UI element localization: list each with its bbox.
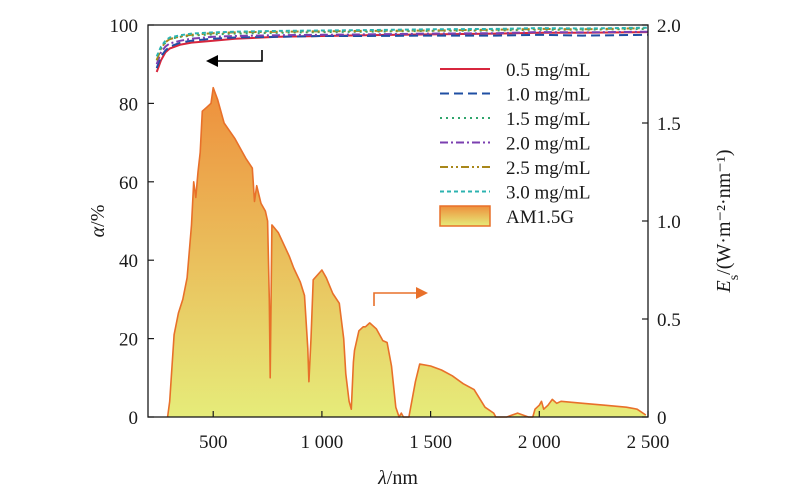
- arrow-right-axis: [373, 292, 420, 306]
- arrow-right-head: [416, 287, 428, 299]
- y-left-tick-label: 60: [119, 173, 138, 194]
- arrow-left-axis: [214, 50, 263, 62]
- y-left-tick-label: 100: [110, 16, 139, 37]
- y-right-tick-label: 1.5: [657, 114, 681, 135]
- y-left-tick-label: 40: [119, 251, 138, 272]
- legend-label-5: 2.5 mg/mL: [506, 158, 590, 179]
- y-right-tick-label: 2.0: [657, 16, 681, 37]
- legend-label-spectrum: AM1.5G: [506, 207, 574, 228]
- legend-label-4: 2.0 mg/mL: [506, 134, 590, 155]
- spectrum-area: [167, 87, 646, 417]
- series-line-4: [155, 30, 649, 65]
- y-right-tick-label: 1.0: [657, 212, 681, 233]
- x-tick-label: 1 500: [409, 432, 452, 453]
- y-left-tick-label: 80: [119, 94, 138, 115]
- x-tick-label: 500: [199, 432, 228, 453]
- x-tick-label: 2 000: [518, 432, 561, 453]
- legend-label-3: 1.5 mg/mL: [506, 109, 590, 130]
- y-left-tick-label: 0: [129, 408, 139, 429]
- y-right-axis-title: Es/(W·m⁻²·nm⁻¹): [713, 150, 742, 294]
- x-tick-label: 1 000: [301, 432, 344, 453]
- series-line-2: [155, 33, 649, 69]
- arrow-left-head: [206, 55, 218, 67]
- series-line-6: [155, 26, 649, 57]
- x-tick-label: 2 500: [627, 432, 670, 453]
- legend-label-6: 3.0 mg/mL: [506, 183, 590, 204]
- spectrum-line: [166, 86, 647, 418]
- x-axis-title: λ/nm: [377, 467, 418, 489]
- y-left-axis-title: α/%: [87, 205, 109, 238]
- y-left-tick-label: 20: [119, 330, 138, 351]
- legend-swatch-spectrum: [439, 205, 491, 227]
- legend-label-1: 0.5 mg/mL: [506, 60, 590, 81]
- legend-label-2: 1.0 mg/mL: [506, 85, 590, 106]
- y-right-tick-label: 0: [657, 408, 667, 429]
- y-right-tick-label: 0.5: [657, 310, 681, 331]
